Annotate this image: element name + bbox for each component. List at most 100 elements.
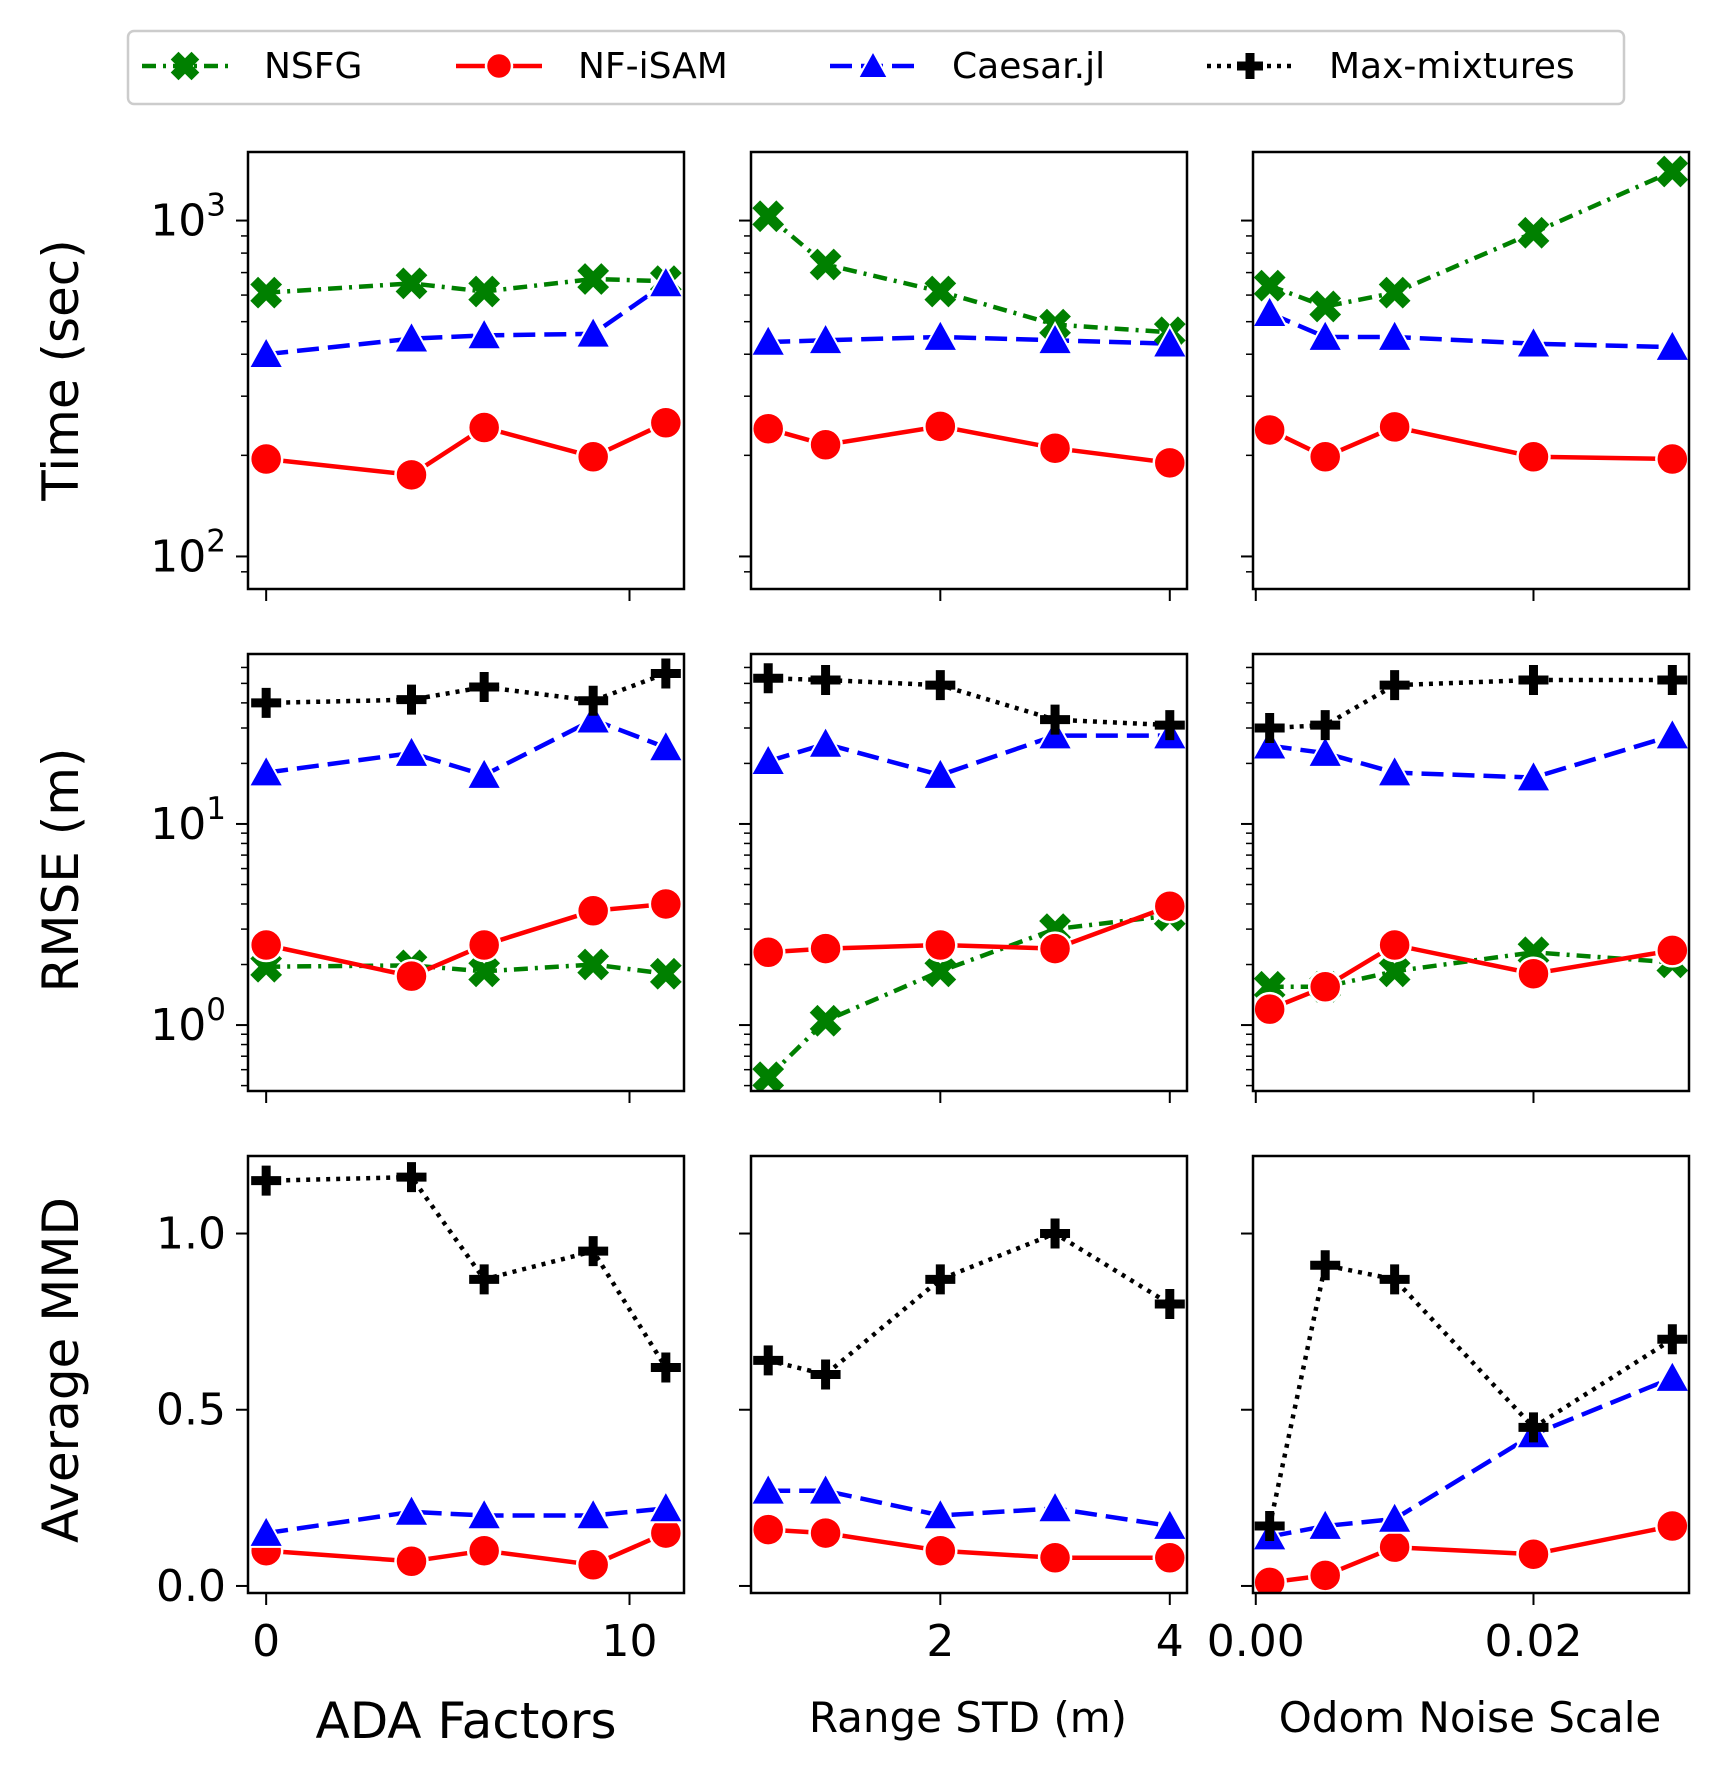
panel-r0-c1 <box>739 150 1189 601</box>
data-point-nf-isam <box>248 927 284 963</box>
series-line-max-mixtures <box>767 1231 1171 1377</box>
data-point-caesar-jl <box>1653 327 1689 362</box>
data-point-caesar-jl <box>806 1471 845 1506</box>
axes-frame <box>1251 1154 1691 1595</box>
data-point-max-mixtures <box>810 1359 841 1390</box>
data-point-nsfg <box>1309 290 1342 323</box>
y-tick-label: 1.0 <box>156 1209 226 1260</box>
data-point-nf-isam <box>394 457 429 493</box>
data-point-caesar-jl <box>1306 1506 1345 1541</box>
data-point-nf-isam <box>575 893 611 929</box>
data-point-nf-isam <box>1253 991 1287 1027</box>
series-line-max-mixtures <box>1269 677 1673 731</box>
data-point-caesar-jl <box>1150 324 1187 359</box>
legend-label-nf-isam: NF-iSAM <box>578 46 728 87</box>
data-point-nsfg <box>1656 155 1689 188</box>
series-group <box>1253 1250 1689 1593</box>
data-point-nsfg <box>752 1061 785 1091</box>
y-tick-label: 101 <box>150 791 226 850</box>
data-point-nf-isam <box>248 441 284 477</box>
data-point-max-mixtures <box>650 1352 681 1383</box>
data-point-max-mixtures <box>1379 1264 1410 1295</box>
axes-frame <box>246 150 686 591</box>
x-tick-label: 0.00 <box>1207 1616 1305 1667</box>
y-tick-label: 0.5 <box>156 1385 226 1436</box>
series-group <box>248 658 684 994</box>
panel-r2-c2: 0.00 0.02 <box>1207 1154 1691 1667</box>
data-point-caesar-jl <box>1514 324 1553 359</box>
data-point-nsfg <box>924 275 957 308</box>
series-line-max-mixtures <box>1267 1263 1674 1527</box>
series-group <box>1253 664 1689 1027</box>
data-point-max-mixtures <box>1518 664 1549 695</box>
data-point-caesar-jl <box>751 741 788 777</box>
data-point-nf-isam <box>1037 430 1073 466</box>
data-point-max-mixtures <box>251 687 282 718</box>
data-point-nf-isam <box>1377 1529 1412 1565</box>
data-point-caesar-jl <box>248 1513 286 1548</box>
data-point-max-mixtures <box>1040 1218 1071 1249</box>
data-point-nf-isam <box>923 1533 958 1568</box>
data-point-max-mixtures <box>578 1236 609 1267</box>
data-point-nsfg <box>809 248 842 281</box>
y-tick-label: 102 <box>150 523 226 582</box>
data-point-nsfg <box>395 267 428 300</box>
data-point-nf-isam <box>1655 933 1689 968</box>
data-point-nf-isam <box>1307 969 1343 1005</box>
data-point-nf-isam <box>1655 441 1689 477</box>
data-point-nf-isam <box>1655 1508 1689 1544</box>
series-line-caesar-jl <box>767 733 1170 778</box>
legend-marker-max-mixtures <box>1237 53 1263 79</box>
data-point-nf-isam <box>466 927 502 963</box>
series-line-max-mixtures <box>266 1174 668 1369</box>
axes-frame <box>246 652 686 1093</box>
x-tick-label: 2 <box>926 1616 954 1667</box>
data-point-nf-isam <box>1253 412 1287 448</box>
series-group <box>248 263 684 493</box>
data-point-caesar-jl <box>465 1496 504 1531</box>
data-point-nf-isam <box>923 409 958 444</box>
data-point-caesar-jl <box>646 264 684 299</box>
data-point-nf-isam <box>575 1547 611 1583</box>
data-point-nf-isam <box>466 1533 502 1568</box>
ylabel-rmse: RMSE (m) <box>32 748 90 993</box>
data-point-nf-isam <box>1037 1540 1073 1576</box>
data-point-caesar-jl <box>1306 317 1345 352</box>
data-point-caesar-jl <box>1253 293 1289 328</box>
data-point-caesar-jl <box>574 1496 613 1531</box>
data-point-nf-isam <box>648 405 684 441</box>
data-point-caesar-jl <box>751 322 788 357</box>
panel-r1-c0: 101 100 <box>150 652 686 1103</box>
axes-frame <box>749 150 1189 591</box>
data-point-nf-isam <box>923 927 958 963</box>
data-point-nf-isam <box>751 411 786 446</box>
data-point-nsfg <box>1378 276 1411 309</box>
data-point-caesar-jl <box>1253 726 1289 761</box>
data-point-caesar-jl <box>751 1471 788 1506</box>
data-point-nf-isam <box>1516 1536 1551 1572</box>
panel-r0-c2 <box>1241 150 1691 601</box>
data-point-caesar-jl <box>921 755 960 790</box>
panel-r0-c0: 103 102 <box>150 150 686 601</box>
data-point-caesar-jl <box>1375 1499 1414 1534</box>
xlabel-ada-factors: ADA Factors <box>315 1692 616 1750</box>
data-point-caesar-jl <box>465 316 504 351</box>
data-point-caesar-jl <box>1653 716 1689 751</box>
series-group <box>751 663 1187 1091</box>
data-point-nf-isam <box>1516 956 1551 991</box>
series-line-nsfg <box>766 913 1171 1079</box>
axes-frame <box>1251 150 1691 591</box>
data-point-max-mixtures <box>1154 1289 1185 1320</box>
data-point-nf-isam <box>648 886 684 922</box>
data-point-nf-isam <box>808 427 843 463</box>
data-point-nsfg <box>577 263 610 295</box>
ylabel-mmd: Average MMD <box>32 1197 90 1543</box>
data-point-nf-isam <box>751 1512 786 1547</box>
legend-marker-nsfg <box>170 51 200 81</box>
data-point-max-mixtures <box>1310 710 1341 741</box>
data-point-nf-isam <box>575 439 611 475</box>
data-point-caesar-jl <box>1150 1506 1187 1541</box>
legend-label-caesar-jl: Caesar.jl <box>952 46 1105 87</box>
